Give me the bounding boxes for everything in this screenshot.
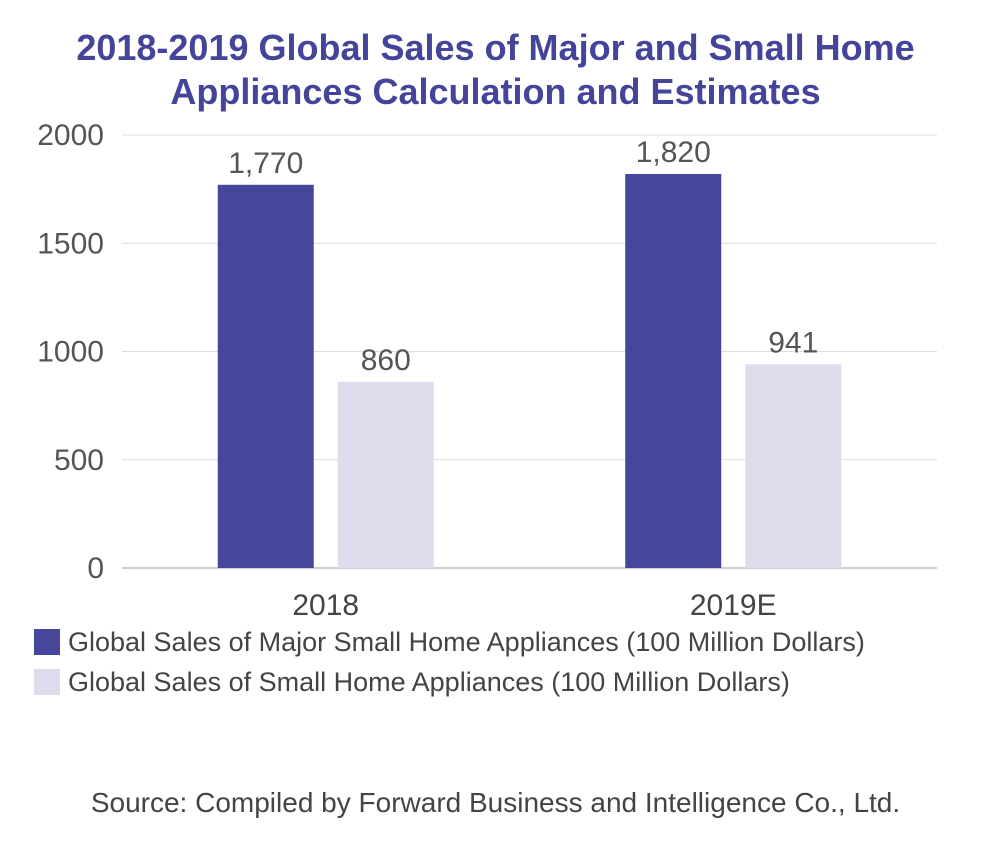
legend-swatch-major xyxy=(34,629,60,655)
bar xyxy=(625,173,722,568)
y-tick-label: 1000 xyxy=(37,336,104,369)
data-label: 1,820 xyxy=(636,136,711,169)
data-label: 860 xyxy=(361,344,411,377)
x-tick-label: 2018 xyxy=(292,589,359,620)
chart-title: 2018-2019 Global Sales of Major and Smal… xyxy=(0,26,991,114)
chart-title-line-1: 2018-2019 Global Sales of Major and Smal… xyxy=(76,27,915,68)
legend-label-major: Global Sales of Major Small Home Applian… xyxy=(68,626,865,657)
y-tick-label: 2000 xyxy=(37,119,104,152)
source-note: Source: Compiled by Forward Business and… xyxy=(90,787,901,818)
bar xyxy=(217,184,314,569)
x-tick-label: 2019E xyxy=(690,589,777,620)
legend: Global Sales of Major Small Home Applian… xyxy=(34,622,865,702)
bar xyxy=(745,364,842,568)
y-tick-label: 1500 xyxy=(37,227,104,260)
y-tick-label: 0 xyxy=(87,552,104,585)
legend-item-small: Global Sales of Small Home Appliances (1… xyxy=(34,662,865,702)
legend-swatch-small xyxy=(34,669,60,695)
data-label: 941 xyxy=(768,326,818,359)
legend-item-major: Global Sales of Major Small Home Applian… xyxy=(34,622,865,662)
chart-title-line-2: Appliances Calculation and Estimates xyxy=(170,71,821,112)
legend-label-small: Global Sales of Small Home Appliances (1… xyxy=(68,666,790,697)
bar xyxy=(337,381,434,568)
y-tick-label: 500 xyxy=(54,444,104,477)
data-label: 1,770 xyxy=(228,147,303,180)
bar-chart: 0 500 1000 1500 2000 1,770 860 2018 1,820 941 2019… xyxy=(37,119,937,620)
